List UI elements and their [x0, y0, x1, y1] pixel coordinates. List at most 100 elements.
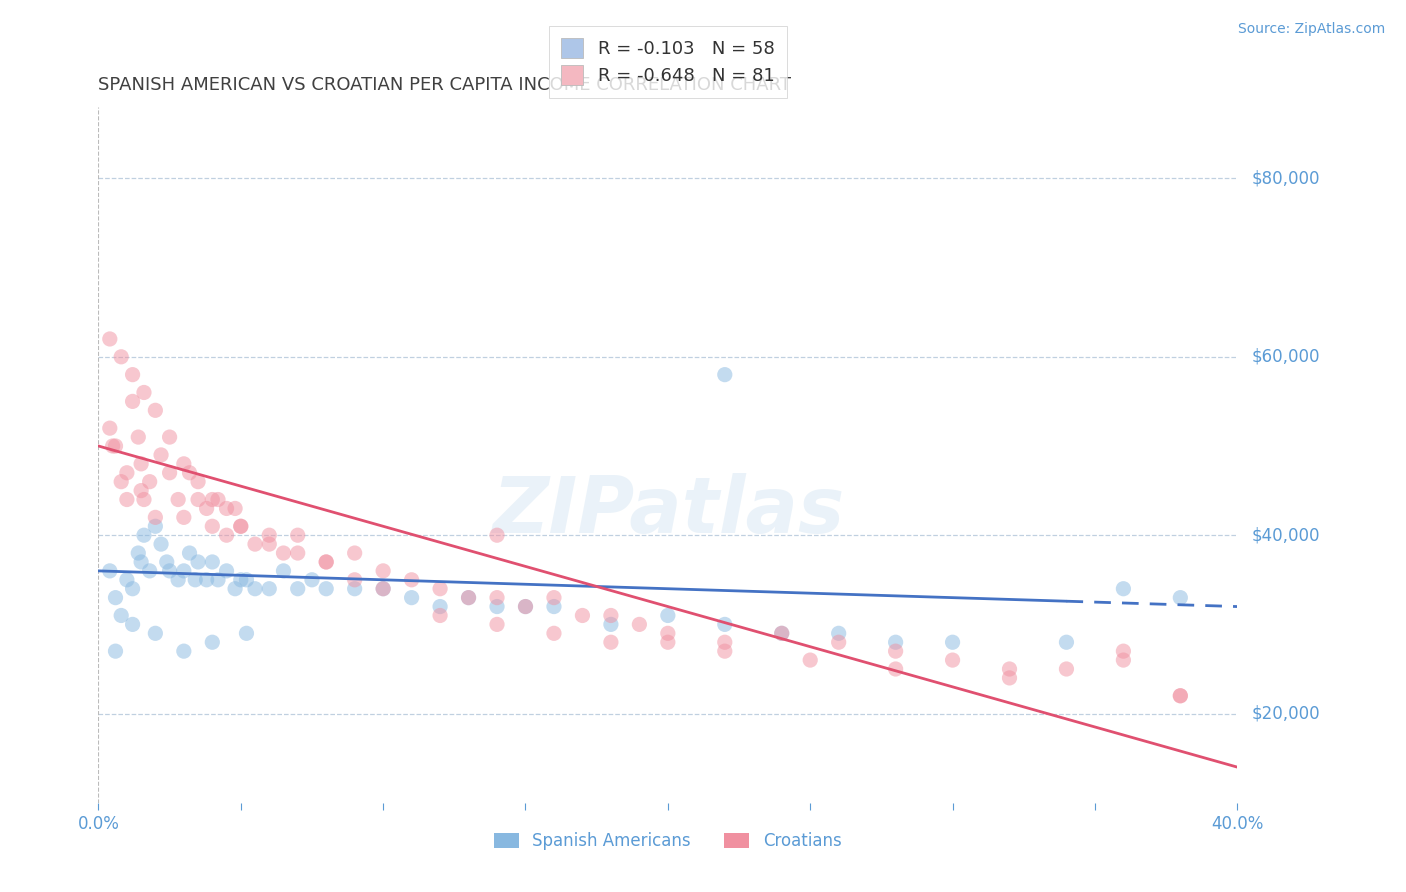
Point	[138, 564, 160, 578]
Point	[167, 492, 190, 507]
Point	[121, 617, 143, 632]
Point	[315, 582, 337, 596]
Point	[132, 385, 155, 400]
Point	[600, 635, 623, 649]
Point	[207, 492, 229, 507]
Point	[145, 510, 167, 524]
Point	[187, 492, 209, 507]
Point	[98, 564, 121, 578]
Point	[287, 582, 309, 596]
Point	[429, 599, 451, 614]
Point	[600, 617, 623, 632]
Point	[571, 608, 593, 623]
Point	[343, 582, 366, 596]
Point	[235, 573, 257, 587]
Point	[201, 492, 224, 507]
Point	[315, 555, 337, 569]
Point	[543, 599, 565, 614]
Point	[215, 564, 238, 578]
Point	[543, 591, 565, 605]
Point	[156, 555, 179, 569]
Point	[150, 537, 173, 551]
Point	[115, 466, 138, 480]
Point	[799, 653, 821, 667]
Text: $60,000: $60,000	[1251, 348, 1320, 366]
Point	[104, 644, 127, 658]
Point	[145, 626, 167, 640]
Point	[159, 430, 181, 444]
Point	[301, 573, 323, 587]
Point	[201, 519, 224, 533]
Point	[942, 653, 965, 667]
Point	[145, 519, 167, 533]
Point	[457, 591, 479, 605]
Point	[207, 573, 229, 587]
Point	[1056, 635, 1078, 649]
Point	[714, 644, 737, 658]
Point	[173, 564, 195, 578]
Point	[104, 439, 127, 453]
Point	[515, 599, 537, 614]
Point	[259, 528, 281, 542]
Point	[287, 546, 309, 560]
Point	[401, 591, 423, 605]
Text: $80,000: $80,000	[1251, 169, 1320, 187]
Point	[98, 332, 121, 346]
Point	[101, 439, 124, 453]
Point	[132, 492, 155, 507]
Point	[315, 555, 337, 569]
Point	[115, 573, 138, 587]
Point	[486, 599, 509, 614]
Point	[121, 368, 143, 382]
Point	[201, 635, 224, 649]
Point	[229, 519, 252, 533]
Text: $20,000: $20,000	[1251, 705, 1320, 723]
Point	[224, 501, 246, 516]
Point	[167, 573, 190, 587]
Point	[1112, 653, 1135, 667]
Point	[159, 564, 181, 578]
Point	[486, 528, 509, 542]
Point	[224, 582, 246, 596]
Point	[243, 537, 266, 551]
Point	[215, 501, 238, 516]
Point	[138, 475, 160, 489]
Point	[195, 573, 218, 587]
Point	[273, 564, 295, 578]
Point	[187, 475, 209, 489]
Point	[373, 582, 395, 596]
Point	[110, 475, 132, 489]
Point	[127, 546, 149, 560]
Point	[129, 483, 152, 498]
Point	[173, 510, 195, 524]
Point	[110, 350, 132, 364]
Point	[600, 608, 623, 623]
Point	[657, 626, 679, 640]
Point	[110, 608, 132, 623]
Point	[714, 368, 737, 382]
Point	[121, 582, 143, 596]
Point	[129, 555, 152, 569]
Text: Source: ZipAtlas.com: Source: ZipAtlas.com	[1237, 22, 1385, 37]
Point	[373, 582, 395, 596]
Point	[828, 635, 851, 649]
Point	[1112, 644, 1135, 658]
Point	[429, 582, 451, 596]
Point	[259, 582, 281, 596]
Point	[1170, 689, 1192, 703]
Point	[486, 617, 509, 632]
Point	[235, 626, 257, 640]
Point	[195, 501, 218, 516]
Point	[657, 635, 679, 649]
Point	[215, 528, 238, 542]
Point	[515, 599, 537, 614]
Point	[457, 591, 479, 605]
Point	[373, 564, 395, 578]
Point	[201, 555, 224, 569]
Text: ZIPatlas: ZIPatlas	[492, 473, 844, 549]
Point	[229, 573, 252, 587]
Legend: Spanish Americans, Croatians: Spanish Americans, Croatians	[488, 826, 848, 857]
Point	[150, 448, 173, 462]
Point	[229, 519, 252, 533]
Point	[132, 528, 155, 542]
